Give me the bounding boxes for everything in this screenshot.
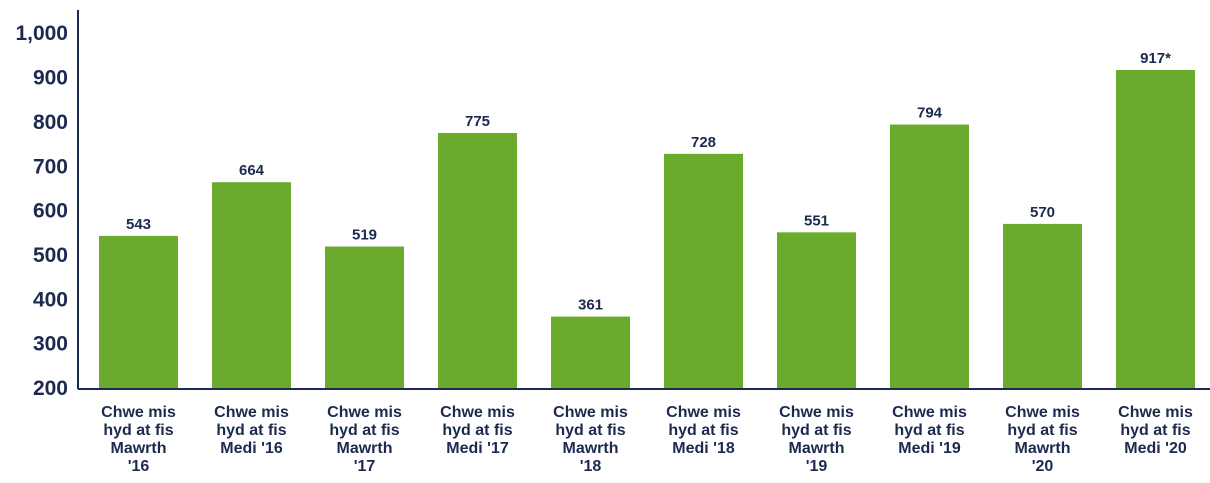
x-tick-label: Medi '18: [672, 440, 735, 457]
y-tick-label: 400: [33, 288, 68, 311]
bar: [777, 232, 856, 389]
x-tick-label: hyd at fis: [103, 422, 173, 439]
x-tick-label: hyd at fis: [442, 422, 512, 439]
x-tick-label: Chwe mis: [779, 404, 854, 421]
x-tick-label: Mawrth: [337, 440, 393, 457]
y-tick-label: 900: [33, 67, 68, 90]
x-tick-label: Mawrth: [789, 440, 845, 457]
bars: [99, 70, 1195, 390]
x-tick-label: Chwe mis: [214, 404, 289, 421]
x-tick-label: '20: [1032, 458, 1054, 475]
x-tick-label: Chwe mis: [327, 404, 402, 421]
data-label: 543: [126, 216, 151, 233]
x-tick-label: Chwe mis: [440, 404, 515, 421]
y-tick-label: 500: [33, 244, 68, 267]
x-tick-label: Medi '19: [898, 440, 961, 457]
x-tick-label: hyd at fis: [1007, 422, 1077, 439]
x-tick-label: hyd at fis: [216, 422, 286, 439]
x-tick-label: '17: [354, 458, 376, 475]
bar: [325, 246, 404, 389]
bar: [1003, 223, 1082, 389]
x-tick-label: Chwe mis: [666, 404, 741, 421]
x-tick-label: '18: [580, 458, 602, 475]
bar: [890, 124, 969, 389]
x-tick-label: Chwe mis: [892, 404, 967, 421]
x-tick-label: Medi '17: [446, 440, 509, 457]
y-tick-label: 600: [33, 200, 68, 223]
x-tick-label: '16: [128, 458, 150, 475]
bar: [212, 182, 291, 389]
data-labels: 543 664 519 775 361 728 551 794 570 917*: [126, 50, 1171, 314]
y-tick-label: 1,000: [15, 22, 68, 45]
x-tick-label: hyd at fis: [1120, 422, 1190, 439]
bar: [664, 153, 743, 389]
x-tick-label: Mawrth: [111, 440, 167, 457]
data-label: 551: [804, 212, 829, 229]
data-label: 728: [691, 134, 716, 151]
bar: [99, 235, 178, 389]
data-label: 361: [578, 297, 603, 314]
x-tick-label: Chwe mis: [101, 404, 176, 421]
data-label: 917*: [1140, 50, 1171, 67]
y-tick-label: 200: [33, 377, 68, 400]
y-tick-label: 800: [33, 111, 68, 134]
bar: [551, 316, 630, 389]
x-tick-label: Medi '20: [1124, 440, 1187, 457]
x-tick-label: Chwe mis: [553, 404, 628, 421]
y-tick-label: 700: [33, 155, 68, 178]
x-tick-label: hyd at fis: [329, 422, 399, 439]
y-tick-label: 300: [33, 333, 68, 356]
x-tick-label: hyd at fis: [781, 422, 851, 439]
x-tick-label: Mawrth: [563, 440, 619, 457]
bar: [438, 132, 517, 390]
x-tick-label: '19: [806, 458, 828, 475]
x-tick-label: hyd at fis: [894, 422, 964, 439]
data-label: 519: [352, 227, 377, 244]
x-tick-label: Chwe mis: [1118, 404, 1193, 421]
data-label: 664: [239, 162, 265, 179]
data-label: 794: [917, 105, 943, 122]
data-label: 775: [465, 113, 490, 130]
x-tick-label: Mawrth: [1015, 440, 1071, 457]
x-tick-label: hyd at fis: [668, 422, 738, 439]
x-tick-label: hyd at fis: [555, 422, 625, 439]
x-tick-label: Chwe mis: [1005, 404, 1080, 421]
data-label: 570: [1030, 204, 1055, 221]
x-tick-label: Medi '16: [220, 440, 283, 457]
y-axis: 200 300 400 500 600 700 800 900 1,000: [15, 10, 79, 400]
bar: [1116, 70, 1195, 389]
